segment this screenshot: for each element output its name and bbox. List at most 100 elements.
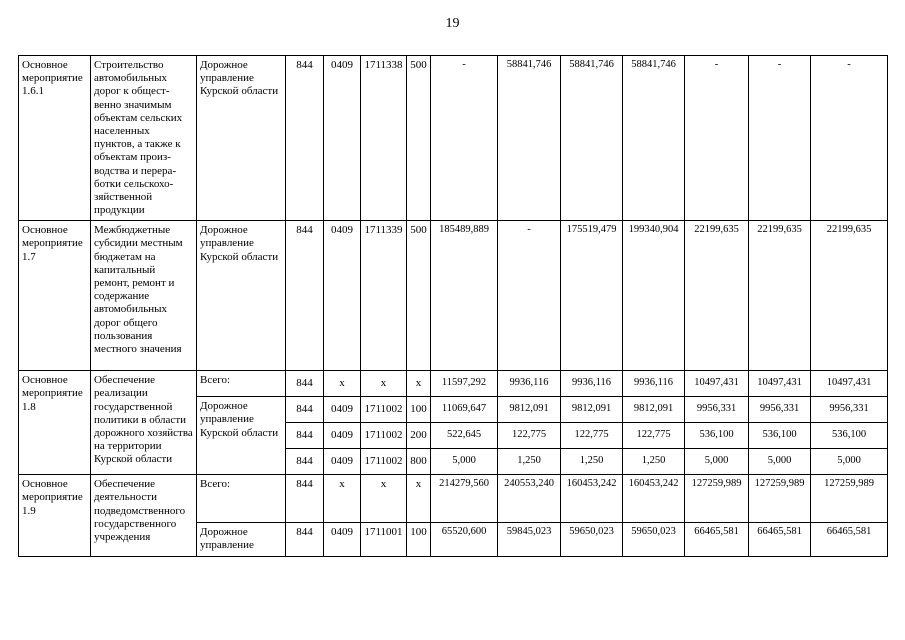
value-cell: 10497,431 (684, 370, 749, 398)
value-cell: 22199,635 (810, 220, 888, 372)
value-cell: 199340,904 (622, 220, 685, 372)
value-cell: 536,100 (684, 422, 749, 450)
value-cell: - (430, 54, 498, 222)
value-cell: - (684, 54, 749, 222)
code-cell: 0409 (323, 422, 361, 450)
value-cell: 127259,989 (684, 474, 749, 524)
code-cell: 800 (406, 448, 431, 476)
value-cell: 5,000 (748, 448, 811, 476)
activity-name-cell: Строительство автомобильных дорог к обще… (90, 54, 197, 222)
code-cell: 1711002 (360, 422, 407, 450)
code-cell: 1711339 (360, 220, 407, 372)
value-cell: 22199,635 (684, 220, 749, 372)
code-cell: x (323, 474, 361, 524)
value-cell: 185489,889 (430, 220, 498, 372)
code-cell: 0409 (323, 220, 361, 372)
code-cell: 0409 (323, 54, 361, 222)
activity-id-cell: Основное мероприятие 1.6.1 (18, 54, 91, 222)
value-cell: 58841,746 (560, 54, 623, 222)
code-cell: 500 (406, 54, 431, 222)
budget-table: Основное мероприятие 1.6.1 Строительство … (18, 54, 888, 558)
code-cell: x (360, 474, 407, 524)
code-cell: 1711001 (360, 522, 407, 558)
code-cell: 844 (285, 370, 324, 398)
code-cell: 844 (285, 220, 324, 372)
code-cell: 1711338 (360, 54, 407, 222)
code-cell: 844 (285, 474, 324, 524)
value-cell: 1,250 (497, 448, 561, 476)
value-cell: 9936,116 (622, 370, 685, 398)
table-row: Основное мероприятие 1.9 Обеспечение деят… (18, 474, 888, 558)
value-cell: 160453,242 (560, 474, 623, 524)
value-cell: 127259,989 (748, 474, 811, 524)
code-cell: x (323, 370, 361, 398)
code-cell: 1711002 (360, 396, 407, 424)
value-cell: 122,775 (560, 422, 623, 450)
code-cell: 844 (285, 422, 324, 450)
code-cell: 500 (406, 220, 431, 372)
code-cell: 0409 (323, 448, 361, 476)
activity-id-cell: Основное мероприятие 1.9 (18, 474, 91, 558)
code-cell: x (360, 370, 407, 398)
value-cell: 22199,635 (748, 220, 811, 372)
value-cell: 9812,091 (560, 396, 623, 424)
value-cell: 9936,116 (497, 370, 561, 398)
value-cell: 122,775 (622, 422, 685, 450)
value-cell: 58841,746 (622, 54, 685, 222)
value-cell: 9956,331 (810, 396, 888, 424)
value-cell: 5,000 (684, 448, 749, 476)
activity-name-cell: Обеспечение реализации государственной п… (90, 370, 197, 476)
code-cell: 844 (285, 522, 324, 558)
budget-table-body: Основное мероприятие 1.6.1 Строительство … (18, 54, 888, 558)
value-cell: 522,645 (430, 422, 498, 450)
code-cell: 100 (406, 522, 431, 558)
table-row: 844 0409 1711002 200 522,645 122,775 122,775 12… (19, 422, 888, 450)
code-cell: 100 (406, 396, 431, 424)
value-cell: 9936,116 (560, 370, 623, 398)
value-cell: 160453,242 (622, 474, 685, 524)
value-cell: 9812,091 (622, 396, 685, 424)
code-cell: 844 (285, 396, 324, 424)
value-cell: 66465,581 (748, 522, 811, 558)
code-cell: 1711002 (360, 448, 407, 476)
table-row: Основное мероприятие 1.7 Межбюджетные суб… (18, 220, 888, 372)
value-cell: 66465,581 (684, 522, 749, 558)
value-cell: 9812,091 (497, 396, 561, 424)
executor-cell: Дорожное управление (196, 522, 286, 558)
value-cell: 1,250 (622, 448, 685, 476)
code-cell: x (406, 370, 431, 398)
executor-cell: Всего: (196, 370, 286, 398)
code-cell: 844 (285, 54, 324, 222)
value-cell: 10497,431 (810, 370, 888, 398)
table-row: Дорожное управление 844 0409 1711001 100 6552… (19, 522, 888, 558)
value-cell: 536,100 (810, 422, 888, 450)
value-cell: 214279,560 (430, 474, 498, 524)
activity-name-cell: Межбюджетные субсидии местным бюджетам н… (90, 220, 197, 372)
activity-id-cell: Основное мероприятие 1.8 (18, 370, 91, 476)
executor-cell: Дорожное управление Курской области (196, 396, 286, 476)
code-cell: 0409 (323, 522, 361, 558)
page-number: 19 (445, 16, 460, 31)
executor-cell: Всего: (196, 474, 286, 524)
value-cell: 59845,023 (497, 522, 561, 558)
value-cell: 175519,479 (560, 220, 623, 372)
code-cell: 200 (406, 422, 431, 450)
value-cell: 127259,989 (810, 474, 888, 524)
code-cell: 844 (285, 448, 324, 476)
value-cell: 59650,023 (622, 522, 685, 558)
value-cell: 11069,647 (430, 396, 498, 424)
value-cell: 5,000 (430, 448, 498, 476)
value-cell: 65520,600 (430, 522, 498, 558)
executor-cell: Дорожное управление Курской области (196, 220, 286, 372)
table-row: 844 0409 1711002 800 5,000 1,250 1,250 1,250 5,0… (19, 448, 888, 476)
value-cell: - (810, 54, 888, 222)
value-cell: 536,100 (748, 422, 811, 450)
value-cell: 58841,746 (497, 54, 561, 222)
value-cell: 9956,331 (748, 396, 811, 424)
value-cell: 10497,431 (748, 370, 811, 398)
value-cell: - (497, 220, 561, 372)
table-row: Основное мероприятие 1.6.1 Строительство … (18, 54, 888, 222)
value-cell: 122,775 (497, 422, 561, 450)
value-cell: - (748, 54, 811, 222)
